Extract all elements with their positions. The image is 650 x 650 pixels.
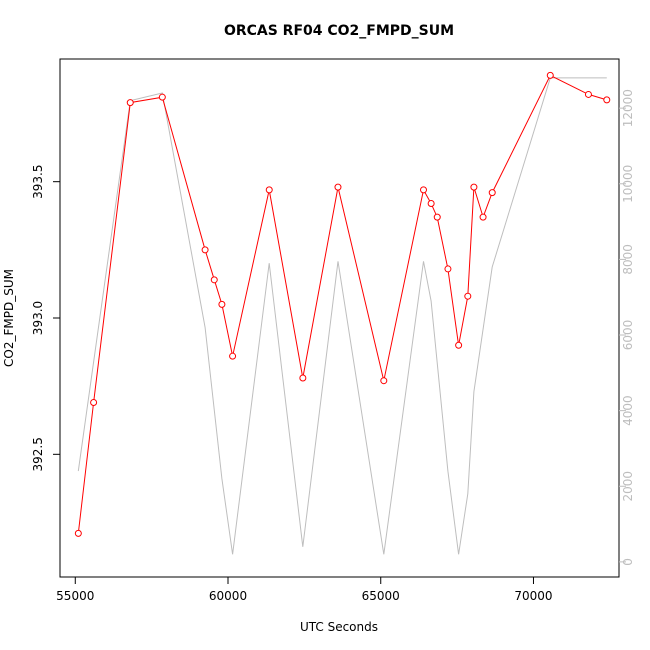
y2-tick-label: 12000 — [621, 89, 635, 127]
data-point — [299, 374, 307, 382]
y-axis-label: CO2_FMPD_SUM — [2, 269, 16, 367]
data-point — [479, 213, 487, 221]
data-point — [603, 96, 611, 104]
data-point — [546, 71, 554, 79]
data-point — [74, 529, 82, 537]
x-axis-label: UTC Seconds — [300, 620, 378, 634]
y2-tick-label: 4000 — [621, 395, 635, 426]
series-line-primary — [77, 74, 607, 534]
x-tick-label: 70000 — [514, 589, 552, 603]
data-point — [455, 341, 463, 349]
data-point — [488, 189, 496, 197]
y2-tick-label: 10000 — [621, 165, 635, 203]
series-layer — [74, 71, 611, 555]
y2-tick-label: 2000 — [621, 471, 635, 502]
data-point — [126, 99, 134, 107]
data-point — [427, 199, 435, 207]
data-point — [158, 93, 166, 101]
data-point — [218, 300, 226, 308]
y-tick-label: 393.5 — [31, 165, 45, 199]
y-tick-label: 392.5 — [31, 437, 45, 471]
data-point — [433, 213, 441, 221]
y-tick-label: 393.0 — [31, 301, 45, 335]
axes-layer: 55000 60000 65000 70000 392.5 393.0 393.5 0 2000… — [31, 89, 635, 603]
data-point — [444, 265, 452, 273]
data-point — [265, 186, 273, 194]
series-line-secondary — [77, 77, 607, 555]
data-point — [584, 90, 592, 98]
y2-tick-label: 6000 — [621, 320, 635, 351]
data-point — [229, 352, 237, 360]
data-point — [464, 292, 472, 300]
data-point — [380, 377, 388, 385]
x-tick-label: 65000 — [362, 589, 400, 603]
data-point — [210, 276, 218, 284]
y2-tick-label: 8000 — [621, 244, 635, 275]
data-point — [90, 399, 98, 407]
data-point — [420, 186, 428, 194]
chart-title: ORCAS RF04 CO2_FMPD_SUM — [224, 23, 454, 39]
plot-area — [59, 58, 620, 578]
x-tick-label: 60000 — [209, 589, 247, 603]
data-point — [470, 183, 478, 191]
data-point — [334, 183, 342, 191]
x-tick-label: 55000 — [56, 589, 94, 603]
data-point — [201, 246, 209, 254]
y2-tick-label: 0 — [621, 558, 635, 566]
